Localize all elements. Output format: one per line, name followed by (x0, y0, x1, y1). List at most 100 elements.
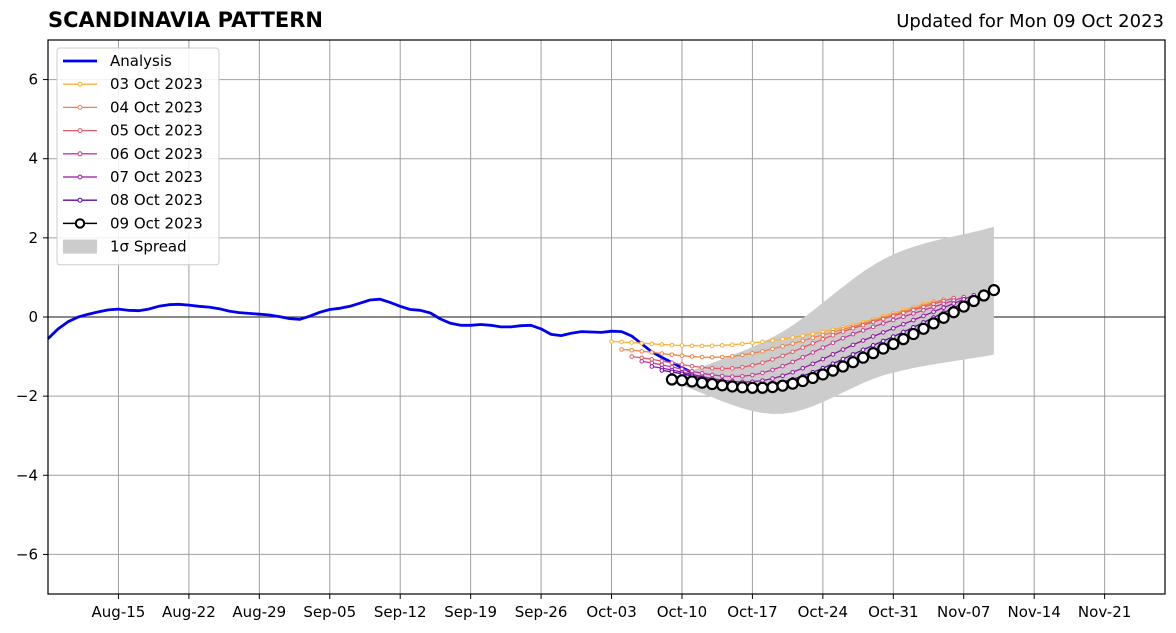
forecast-point (941, 301, 946, 307)
forecast-point (699, 354, 705, 360)
legend-label: 1σ Spread (110, 238, 187, 256)
forecast-point (880, 338, 886, 344)
forecast-point (709, 372, 715, 378)
axes-frame (47, 39, 1166, 595)
y-tick-label: 0 (28, 308, 38, 326)
forecast-point (719, 343, 725, 348)
forecast-point (659, 342, 665, 347)
forecast-point (726, 380, 739, 393)
forecast-point (890, 317, 896, 323)
forecast-point (830, 352, 836, 357)
forecast-point (699, 343, 705, 349)
forecast-point (840, 335, 846, 341)
forecast-point (820, 336, 826, 342)
y-tick-label: 6 (28, 71, 38, 89)
forecast-point (860, 347, 866, 353)
legend-label: 07 Oct 2023 (110, 168, 203, 186)
forecast-point (850, 342, 856, 348)
chart-subtitle: Updated for Mon 09 Oct 2023 (896, 11, 1164, 32)
forecast-point (675, 374, 689, 387)
forecast-point (649, 364, 655, 369)
forecast-point (927, 317, 940, 330)
forecast-point (880, 330, 886, 335)
forecast-point (685, 375, 699, 388)
forecast-point (766, 380, 779, 394)
forecast-point (770, 376, 775, 381)
legend-label: 04 Oct 2023 (110, 98, 203, 116)
forecast-point (890, 313, 896, 319)
x-tick-label: Aug-29 (232, 603, 286, 621)
forecast-point (750, 351, 755, 356)
x-tick-label: Oct-31 (868, 603, 918, 621)
forecast-point (921, 307, 926, 313)
forecast-point (977, 289, 990, 302)
forecast-point (740, 373, 745, 379)
forecast-point (750, 372, 755, 378)
forecast-point (901, 310, 906, 316)
legend-marker (77, 104, 83, 110)
x-tick-label: Aug-22 (162, 603, 216, 621)
legend-marker (77, 174, 83, 180)
forecast-point (770, 346, 775, 352)
forecast-point (669, 360, 675, 366)
forecast-point (699, 365, 705, 370)
forecast-point (850, 325, 856, 331)
x-tick-label: Oct-03 (586, 603, 636, 621)
forecast-point (911, 311, 916, 316)
legend-label: 08 Oct 2023 (110, 191, 203, 209)
forecast-point (810, 361, 816, 367)
forecast-point (836, 360, 850, 373)
forecast-point (840, 347, 846, 352)
forecast-point (800, 338, 806, 344)
forecast-point (820, 332, 826, 338)
forecast-point (860, 328, 866, 333)
x-tick-label: Nov-21 (1078, 603, 1131, 621)
x-tick-label: Oct-17 (727, 603, 777, 621)
forecast-point (639, 340, 645, 346)
forecast-point (810, 350, 816, 355)
forecast-point (669, 352, 675, 357)
forecast-point (790, 369, 795, 375)
forecast-point (830, 332, 836, 338)
forecast-point (820, 356, 826, 362)
forecast-point (806, 371, 819, 385)
forecast-point (800, 333, 806, 339)
forecast-point (987, 283, 1001, 297)
x-tick-label: Sep-26 (515, 603, 568, 621)
forecast-point (901, 321, 906, 327)
forecast-point (846, 356, 860, 369)
forecast-point (786, 377, 799, 390)
forecast-point (840, 329, 846, 334)
forecast-point (890, 334, 896, 339)
forecast-point (619, 347, 624, 352)
forecast-point (790, 359, 795, 365)
forecast-point (709, 365, 715, 371)
forecast-point (941, 305, 946, 310)
forecast-point (780, 373, 785, 379)
forecast-point (760, 339, 765, 345)
forecast-point (921, 313, 926, 319)
forecast-point (649, 360, 655, 366)
forecast-point (947, 306, 960, 319)
forecast-point (740, 341, 745, 347)
forecast-point (790, 349, 795, 355)
forecast-point (629, 354, 634, 359)
forecast-point (840, 356, 846, 362)
forecast-point (901, 314, 906, 320)
forecast-point (659, 358, 665, 364)
forecast-point (746, 381, 759, 394)
legend-label: 03 Oct 2023 (110, 75, 203, 93)
forecast-point (860, 338, 866, 343)
legend-marker (77, 81, 83, 87)
forecast-point (810, 341, 816, 346)
forecast-point (709, 343, 715, 349)
legend-label: 06 Oct 2023 (110, 145, 203, 163)
forecast-point (740, 352, 745, 358)
forecast-point (689, 363, 695, 369)
forecast-point (870, 324, 876, 330)
forecast-point (669, 369, 675, 375)
forecast-point (639, 348, 645, 354)
forecast-point (649, 341, 655, 347)
analysis-line (47, 297, 693, 374)
